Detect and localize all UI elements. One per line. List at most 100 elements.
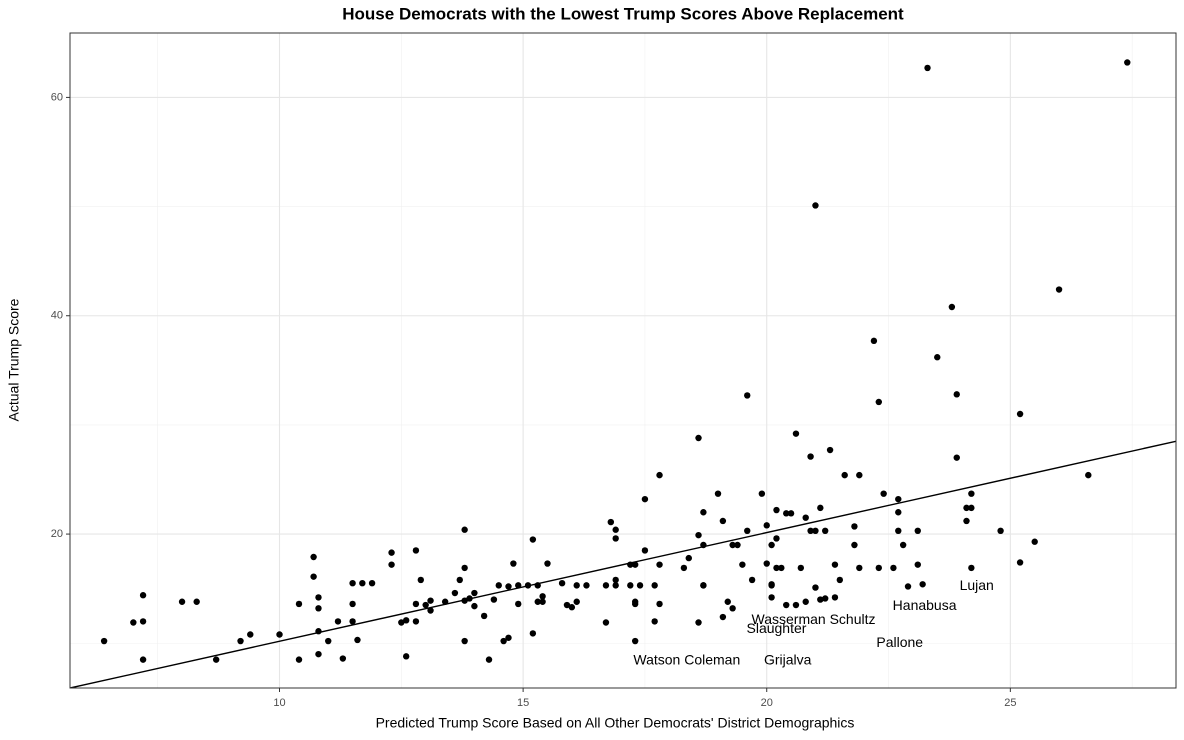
point bbox=[934, 354, 941, 361]
point bbox=[325, 637, 332, 645]
point bbox=[388, 549, 395, 556]
point bbox=[495, 582, 502, 589]
marks bbox=[70, 59, 1176, 688]
point bbox=[719, 613, 727, 621]
point bbox=[417, 576, 425, 584]
point bbox=[851, 541, 858, 549]
point bbox=[953, 454, 960, 461]
point bbox=[412, 600, 420, 608]
point bbox=[602, 619, 610, 626]
point bbox=[1016, 410, 1024, 418]
point bbox=[768, 581, 775, 588]
point bbox=[773, 564, 780, 572]
point bbox=[700, 541, 707, 549]
point bbox=[953, 391, 960, 398]
point bbox=[768, 594, 775, 601]
point bbox=[802, 514, 809, 521]
point bbox=[821, 527, 829, 534]
point bbox=[651, 618, 658, 625]
point bbox=[427, 607, 434, 614]
point bbox=[739, 561, 746, 568]
point bbox=[919, 581, 926, 588]
point bbox=[748, 576, 756, 584]
point bbox=[880, 490, 887, 497]
point bbox=[783, 510, 790, 517]
point bbox=[695, 434, 702, 442]
point bbox=[904, 583, 912, 590]
point bbox=[680, 564, 688, 572]
point bbox=[563, 601, 571, 609]
point bbox=[812, 527, 819, 534]
point bbox=[529, 630, 537, 637]
point bbox=[631, 600, 639, 608]
y-tick-label: 60 bbox=[51, 91, 63, 103]
point bbox=[461, 597, 468, 604]
x-tick-label: 25 bbox=[1004, 697, 1016, 709]
point bbox=[821, 595, 829, 602]
point bbox=[534, 598, 541, 605]
point bbox=[831, 594, 839, 601]
point bbox=[388, 561, 395, 568]
point bbox=[354, 636, 361, 644]
point bbox=[787, 510, 795, 517]
point bbox=[636, 582, 644, 589]
point bbox=[729, 605, 736, 612]
point bbox=[398, 619, 405, 626]
point bbox=[612, 535, 619, 542]
point bbox=[515, 582, 522, 589]
annotation: Grijalva bbox=[764, 651, 812, 667]
point bbox=[651, 582, 658, 589]
point bbox=[856, 471, 863, 479]
point bbox=[700, 582, 707, 589]
point bbox=[812, 202, 819, 209]
grid bbox=[70, 33, 1176, 688]
point bbox=[471, 602, 478, 610]
point bbox=[924, 64, 931, 72]
point bbox=[817, 504, 824, 512]
point bbox=[612, 582, 619, 589]
x-tick-label: 15 bbox=[517, 697, 529, 709]
point bbox=[631, 561, 639, 568]
point bbox=[368, 580, 376, 587]
point bbox=[719, 517, 727, 525]
point bbox=[836, 576, 844, 584]
point bbox=[963, 504, 970, 512]
point bbox=[349, 580, 356, 587]
point bbox=[744, 392, 751, 399]
annotation: Wasserman Schultz bbox=[752, 611, 876, 627]
point bbox=[641, 495, 649, 503]
point bbox=[539, 598, 546, 605]
point bbox=[456, 576, 463, 584]
point bbox=[524, 582, 532, 589]
annotation: Slaughter bbox=[747, 620, 807, 636]
point bbox=[359, 580, 366, 587]
point bbox=[968, 490, 975, 497]
point bbox=[812, 584, 819, 591]
point bbox=[315, 605, 322, 612]
point bbox=[714, 490, 722, 497]
point bbox=[193, 598, 200, 605]
point bbox=[583, 582, 590, 589]
point bbox=[685, 554, 692, 562]
point bbox=[422, 601, 429, 609]
point bbox=[412, 547, 420, 554]
point bbox=[963, 517, 970, 525]
point bbox=[480, 612, 488, 620]
point bbox=[544, 560, 551, 567]
plot-border bbox=[69, 32, 1177, 689]
point bbox=[968, 564, 975, 572]
point bbox=[315, 594, 322, 601]
point bbox=[276, 631, 283, 638]
point bbox=[505, 583, 512, 590]
point bbox=[656, 561, 663, 568]
point bbox=[412, 618, 420, 625]
point bbox=[315, 628, 322, 635]
point bbox=[607, 518, 615, 526]
point bbox=[402, 653, 410, 660]
point bbox=[247, 631, 254, 638]
point bbox=[778, 564, 785, 572]
point bbox=[500, 637, 507, 645]
point bbox=[890, 564, 897, 572]
y-tick-label: 20 bbox=[51, 528, 63, 540]
point bbox=[310, 553, 317, 561]
